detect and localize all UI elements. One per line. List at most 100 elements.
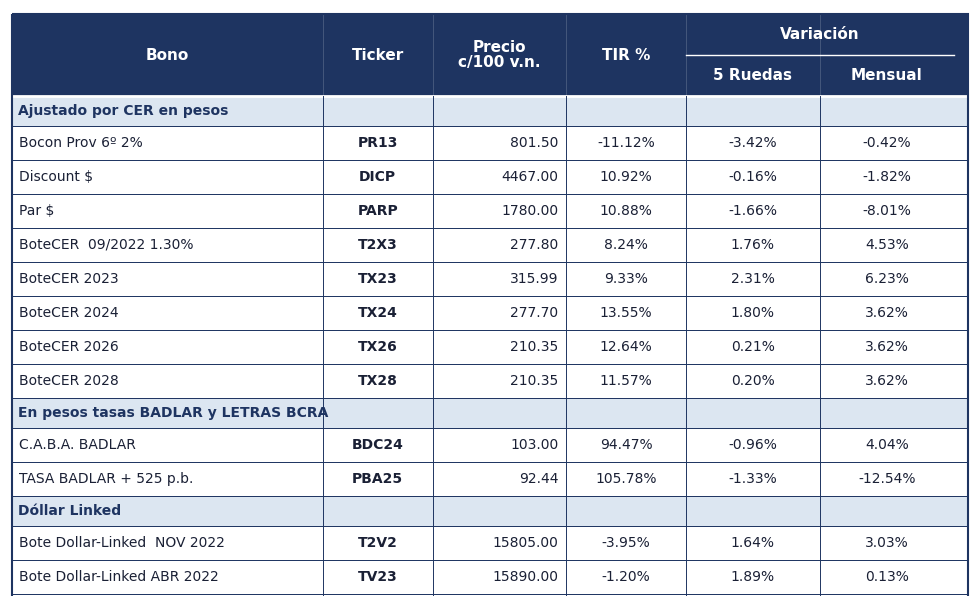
Bar xyxy=(12,160,968,194)
Text: 277.70: 277.70 xyxy=(511,306,559,320)
Text: 1.80%: 1.80% xyxy=(731,306,775,320)
Text: Bote Dollar-Linked  NOV 2022: Bote Dollar-Linked NOV 2022 xyxy=(19,536,224,550)
Text: 210.35: 210.35 xyxy=(511,340,559,354)
Text: 6.23%: 6.23% xyxy=(864,272,908,286)
Text: TX24: TX24 xyxy=(358,306,398,320)
Text: DICP: DICP xyxy=(359,170,396,184)
Text: -8.01%: -8.01% xyxy=(862,204,911,218)
Text: BoteCER 2026: BoteCER 2026 xyxy=(19,340,119,354)
Text: 3.62%: 3.62% xyxy=(864,306,908,320)
Text: 103.00: 103.00 xyxy=(511,438,559,452)
Text: 94.47%: 94.47% xyxy=(600,438,653,452)
Bar xyxy=(12,262,968,296)
Text: PARP: PARP xyxy=(358,204,398,218)
Text: Par $: Par $ xyxy=(19,204,54,218)
Text: 4.04%: 4.04% xyxy=(865,438,908,452)
Text: 210.35: 210.35 xyxy=(511,374,559,388)
Bar xyxy=(12,398,968,428)
Text: Bono: Bono xyxy=(146,48,189,63)
Text: 315.99: 315.99 xyxy=(510,272,559,286)
Text: T2V2: T2V2 xyxy=(358,536,398,550)
Text: BoteCER  09/2022 1.30%: BoteCER 09/2022 1.30% xyxy=(19,238,193,252)
Text: 105.78%: 105.78% xyxy=(596,472,657,486)
Bar xyxy=(12,526,968,560)
Text: -0.42%: -0.42% xyxy=(862,136,911,150)
Text: 11.57%: 11.57% xyxy=(600,374,653,388)
Text: 3.03%: 3.03% xyxy=(865,536,908,550)
Text: BDC24: BDC24 xyxy=(352,438,404,452)
Text: 4467.00: 4467.00 xyxy=(502,170,559,184)
Text: -0.96%: -0.96% xyxy=(728,438,777,452)
Text: -1.66%: -1.66% xyxy=(728,204,777,218)
Bar xyxy=(12,194,968,228)
Text: BoteCER 2028: BoteCER 2028 xyxy=(19,374,119,388)
Text: 0.13%: 0.13% xyxy=(864,570,908,584)
Bar xyxy=(12,126,968,160)
Bar xyxy=(12,462,968,496)
Text: 10.88%: 10.88% xyxy=(600,204,653,218)
Text: -11.12%: -11.12% xyxy=(598,136,655,150)
Text: 13.55%: 13.55% xyxy=(600,306,653,320)
Text: -1.82%: -1.82% xyxy=(862,170,911,184)
Bar xyxy=(12,330,968,364)
Text: 0.21%: 0.21% xyxy=(731,340,775,354)
Text: Dóllar Linked: Dóllar Linked xyxy=(18,504,122,518)
Text: T2X3: T2X3 xyxy=(358,238,398,252)
Text: Ajustado por CER en pesos: Ajustado por CER en pesos xyxy=(18,104,228,118)
Text: 5 Ruedas: 5 Ruedas xyxy=(713,68,793,83)
Text: 3.62%: 3.62% xyxy=(864,374,908,388)
Text: -12.54%: -12.54% xyxy=(858,472,915,486)
Text: 1.76%: 1.76% xyxy=(731,238,775,252)
Text: 12.64%: 12.64% xyxy=(600,340,653,354)
Bar xyxy=(12,428,968,462)
Text: C.A.B.A. BADLAR: C.A.B.A. BADLAR xyxy=(19,438,136,452)
Text: 1780.00: 1780.00 xyxy=(502,204,559,218)
Text: Ticker: Ticker xyxy=(352,48,404,63)
Text: 9.33%: 9.33% xyxy=(605,272,648,286)
Text: 2.31%: 2.31% xyxy=(731,272,775,286)
Text: Variación: Variación xyxy=(780,27,859,42)
Text: 15805.00: 15805.00 xyxy=(493,536,559,550)
Text: 4.53%: 4.53% xyxy=(865,238,908,252)
Text: 1.64%: 1.64% xyxy=(731,536,775,550)
Text: -3.42%: -3.42% xyxy=(728,136,777,150)
Text: c/100 v.n.: c/100 v.n. xyxy=(459,55,541,70)
Text: TIR %: TIR % xyxy=(602,48,651,63)
Text: TASA BADLAR + 525 p.b.: TASA BADLAR + 525 p.b. xyxy=(19,472,193,486)
Text: 8.24%: 8.24% xyxy=(605,238,648,252)
Text: TX23: TX23 xyxy=(358,272,398,286)
Text: 1.89%: 1.89% xyxy=(731,570,775,584)
Text: 15890.00: 15890.00 xyxy=(493,570,559,584)
Text: Discount $: Discount $ xyxy=(19,170,93,184)
Text: 10.92%: 10.92% xyxy=(600,170,653,184)
Bar xyxy=(12,14,968,96)
Text: Bocon Prov 6º 2%: Bocon Prov 6º 2% xyxy=(19,136,143,150)
Text: -0.16%: -0.16% xyxy=(728,170,777,184)
Bar xyxy=(12,228,968,262)
Bar xyxy=(12,364,968,398)
Text: -1.33%: -1.33% xyxy=(728,472,777,486)
Text: En pesos tasas BADLAR y LETRAS BCRA: En pesos tasas BADLAR y LETRAS BCRA xyxy=(18,406,328,420)
Text: 3.62%: 3.62% xyxy=(864,340,908,354)
Text: Bote Dollar-Linked ABR 2022: Bote Dollar-Linked ABR 2022 xyxy=(19,570,219,584)
Text: 0.20%: 0.20% xyxy=(731,374,775,388)
Bar xyxy=(12,296,968,330)
Bar xyxy=(12,96,968,126)
Text: -3.95%: -3.95% xyxy=(602,536,651,550)
Text: 92.44: 92.44 xyxy=(519,472,559,486)
Text: 277.80: 277.80 xyxy=(511,238,559,252)
Text: -1.20%: -1.20% xyxy=(602,570,651,584)
Text: BoteCER 2024: BoteCER 2024 xyxy=(19,306,119,320)
Text: TV23: TV23 xyxy=(358,570,398,584)
Text: Precio: Precio xyxy=(472,39,526,54)
Text: BoteCER 2023: BoteCER 2023 xyxy=(19,272,119,286)
Text: TX28: TX28 xyxy=(358,374,398,388)
Text: Mensual: Mensual xyxy=(851,68,922,83)
Text: PR13: PR13 xyxy=(358,136,398,150)
Bar xyxy=(12,560,968,594)
Bar xyxy=(12,594,968,596)
Text: 801.50: 801.50 xyxy=(511,136,559,150)
Text: TX26: TX26 xyxy=(358,340,398,354)
Text: PBA25: PBA25 xyxy=(352,472,403,486)
Bar xyxy=(12,496,968,526)
